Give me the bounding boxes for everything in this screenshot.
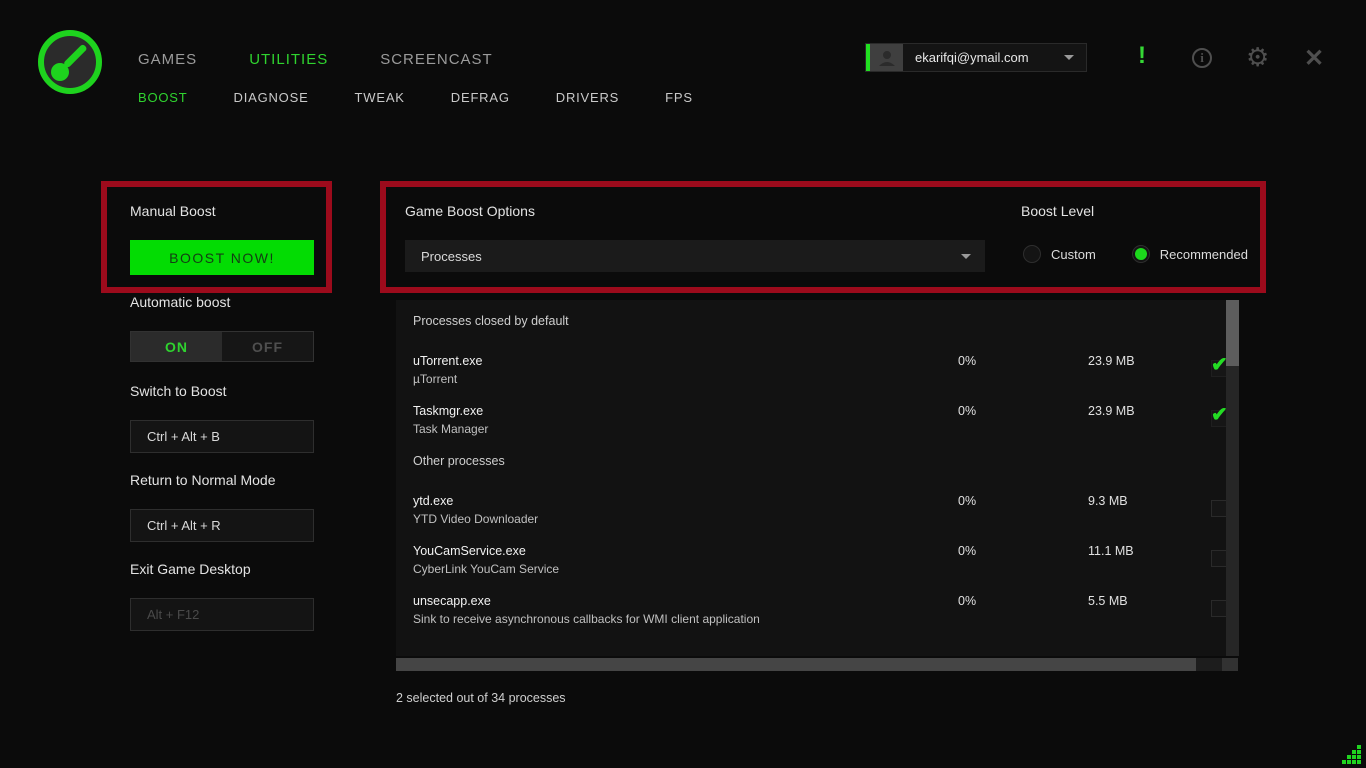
switch-hotkey-field[interactable]: Ctrl + Alt + B	[130, 420, 314, 453]
automatic-boost-toggle[interactable]: ON OFF	[130, 331, 314, 362]
user-icon	[878, 50, 895, 66]
nav-games[interactable]: GAMES	[138, 51, 198, 68]
vertical-scrollbar-thumb[interactable]	[1226, 300, 1239, 366]
account-dropdown[interactable]: ekarifqi@ymail.com	[865, 43, 1087, 72]
nav-utilities[interactable]: UTILITIES	[249, 51, 329, 68]
vertical-scrollbar[interactable]	[1226, 300, 1239, 656]
nav-screencast[interactable]: SCREENCAST	[380, 51, 493, 68]
automatic-boost-label: Automatic boost	[130, 294, 231, 310]
horizontal-scrollbar[interactable]	[396, 658, 1238, 671]
tab-drivers[interactable]: DRIVERS	[555, 90, 620, 105]
radio-custom[interactable]	[1023, 245, 1041, 263]
tab-defrag[interactable]: DEFRAG	[450, 90, 510, 105]
process-section-header: Processes closed by default	[413, 314, 569, 328]
process-cpu: 0%	[958, 494, 977, 508]
info-icon[interactable]: i	[1192, 48, 1212, 68]
exit-hotkey-field[interactable]: Alt + F12	[130, 598, 314, 631]
avatar	[870, 44, 903, 71]
process-name: uTorrent.exe	[413, 354, 483, 368]
tab-tweak[interactable]: TWEAK	[354, 90, 405, 105]
tab-fps[interactable]: FPS	[665, 90, 693, 105]
process-row: ytd.exe YTD Video Downloader 0% 9.3 MB ✔	[413, 494, 1228, 544]
process-cpu: 0%	[958, 544, 977, 558]
process-name: YouCamService.exe	[413, 544, 526, 558]
process-memory: 23.9 MB	[1088, 354, 1135, 368]
process-memory: 5.5 MB	[1088, 594, 1128, 608]
process-description: Sink to receive asynchronous callbacks f…	[413, 612, 760, 626]
process-checkbox[interactable]: ✔	[1211, 354, 1228, 377]
selection-summary: 2 selected out of 34 processes	[396, 691, 566, 705]
exit-game-desktop-label: Exit Game Desktop	[130, 561, 251, 577]
gear-icon[interactable]: ⚙	[1246, 42, 1270, 72]
process-description: µTorrent	[413, 372, 458, 386]
switch-to-boost-label: Switch to Boost	[130, 383, 227, 399]
annotation-rect-boost-options	[380, 181, 1266, 293]
process-section-header: Other processes	[413, 454, 505, 468]
check-icon: ✔	[1211, 354, 1228, 376]
alert-icon[interactable]: !	[1138, 42, 1146, 69]
toggle-off-segment[interactable]: OFF	[252, 338, 283, 355]
radio-recommended[interactable]	[1131, 245, 1150, 263]
boost-level-label: Boost Level	[1021, 203, 1095, 219]
processes-dropdown[interactable]: Processes	[405, 240, 985, 272]
horizontal-scrollbar-thumb[interactable]	[396, 658, 1196, 671]
process-memory: 11.1 MB	[1088, 544, 1134, 558]
razer-cortex-logo-icon[interactable]	[38, 30, 102, 94]
process-list-content: Processes closed by default uTorrent.exe…	[396, 300, 1228, 644]
process-memory: 23.9 MB	[1088, 404, 1135, 418]
chevron-down-icon	[961, 253, 971, 259]
process-cpu: 0%	[958, 354, 977, 368]
process-cpu: 0%	[958, 404, 977, 418]
boost-level-options: Custom Recommended	[1023, 245, 1248, 263]
process-row: unsecapp.exe Sink to receive asynchronou…	[413, 594, 1228, 644]
account-accent-bar	[866, 44, 870, 71]
process-list: Processes closed by default uTorrent.exe…	[396, 300, 1238, 656]
boost-now-button[interactable]: BOOST NOW!	[130, 240, 314, 275]
process-description: YTD Video Downloader	[413, 512, 539, 526]
return-to-normal-label: Return to Normal Mode	[130, 472, 276, 488]
process-description: CyberLink YouCam Service	[413, 562, 560, 576]
game-boost-options-label: Game Boost Options	[405, 203, 535, 219]
processes-dropdown-value: Processes	[421, 248, 482, 264]
secondary-nav: BOOST DIAGNOSE TWEAK DEFRAG DRIVERS FPS	[138, 90, 693, 105]
toggle-on-segment[interactable]: ON	[131, 332, 222, 361]
chevron-down-icon	[1064, 55, 1074, 60]
manual-boost-label: Manual Boost	[130, 203, 216, 219]
scrollbar-corner	[1222, 658, 1238, 671]
process-name: unsecapp.exe	[413, 594, 491, 608]
radio-custom-label: Custom	[1051, 246, 1096, 262]
process-name: ytd.exe	[413, 494, 454, 508]
primary-nav: GAMES UTILITIES SCREENCAST	[138, 51, 493, 68]
account-email: ekarifqi@ymail.com	[915, 50, 1029, 65]
tab-diagnose[interactable]: DIAGNOSE	[233, 90, 309, 105]
resize-grip-icon[interactable]	[1336, 745, 1362, 764]
process-row: uTorrent.exe µTorrent 0% 23.9 MB ✔	[413, 354, 1228, 404]
check-icon: ✔	[1211, 404, 1228, 426]
return-hotkey-field[interactable]: Ctrl + Alt + R	[130, 509, 314, 542]
process-description: Task Manager	[413, 422, 489, 436]
radio-recommended-label: Recommended	[1159, 246, 1248, 262]
process-row: Taskmgr.exe Task Manager 0% 23.9 MB ✔	[413, 404, 1228, 454]
process-name: Taskmgr.exe	[413, 404, 484, 418]
tab-boost[interactable]: BOOST	[138, 90, 188, 105]
close-icon[interactable]: ✕	[1304, 45, 1325, 72]
process-row: YouCamService.exe CyberLink YouCam Servi…	[413, 544, 1228, 594]
process-cpu: 0%	[958, 594, 977, 608]
annotation-rect-manual-boost	[101, 181, 332, 293]
process-memory: 9.3 MB	[1088, 494, 1128, 508]
process-checkbox[interactable]: ✔	[1211, 404, 1228, 427]
